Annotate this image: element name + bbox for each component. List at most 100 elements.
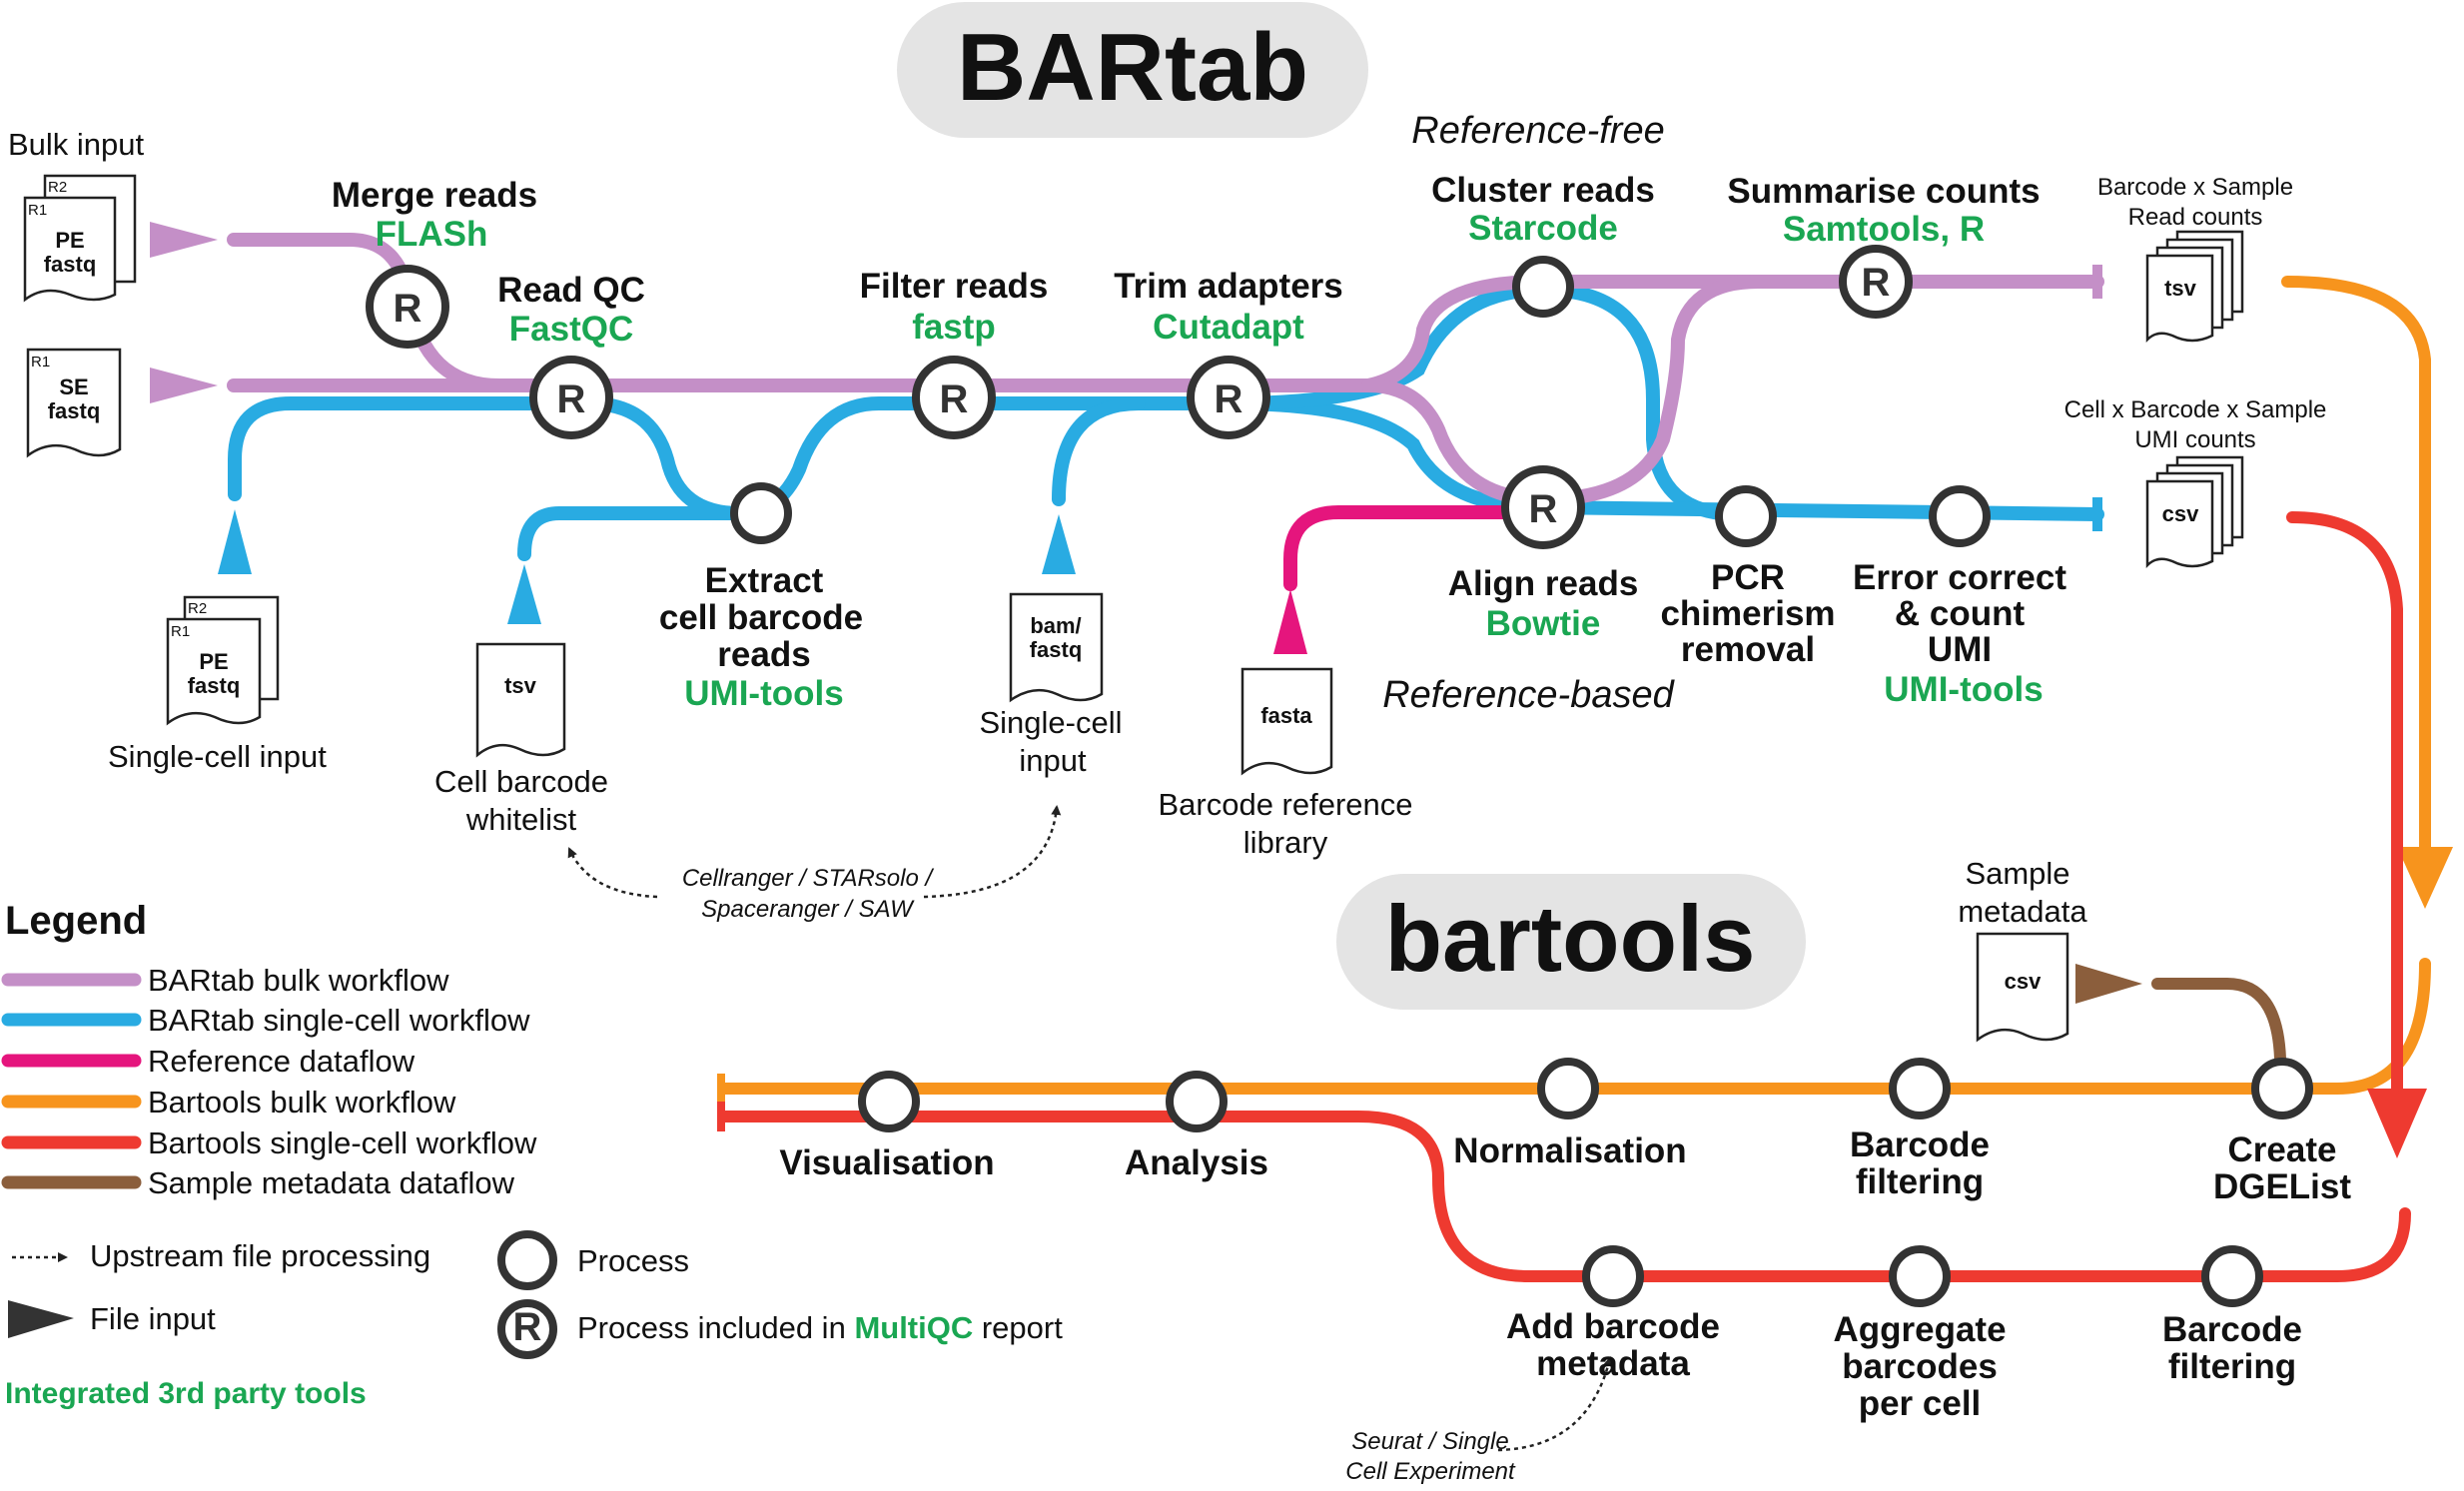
aggregate-node[interactable] xyxy=(1889,1245,1951,1307)
error-correct-label-2: & count xyxy=(1895,594,2026,633)
upstream-note-2: Spaceranger / SAW xyxy=(701,896,915,923)
create-dgelist-label-1: Create xyxy=(2228,1130,2337,1169)
fasta-doc: fasta xyxy=(1240,667,1333,776)
bartools-sc-line xyxy=(718,1111,1604,1282)
bam-label-1: Single-cell xyxy=(979,705,1122,740)
visualisation-node[interactable] xyxy=(858,1071,920,1132)
add-metadata-label-1: Add barcode xyxy=(1506,1307,1720,1346)
aggregate-label-3: per cell xyxy=(1859,1384,1982,1423)
visualisation-label: Visualisation xyxy=(779,1143,994,1182)
aggregate-label-2: barcodes xyxy=(1842,1347,1998,1386)
error-correct-node[interactable] xyxy=(1929,485,1991,547)
normalisation-node[interactable] xyxy=(1537,1058,1599,1119)
legend-item-2: Reference dataflow xyxy=(148,1044,415,1079)
bulk-line-to-cluster xyxy=(1361,275,2104,392)
barcode-filtering-node[interactable] xyxy=(1889,1058,1951,1119)
sc-line-output xyxy=(1536,500,2104,521)
svg-text:PE: PE xyxy=(199,649,228,674)
pcr-label-1: PCR xyxy=(1711,558,1785,597)
add-metadata-node[interactable] xyxy=(1582,1245,1644,1307)
merge-reads-tool: FLASh xyxy=(376,215,488,254)
svg-text:SE: SE xyxy=(59,374,88,399)
svg-text:R1: R1 xyxy=(28,202,47,219)
svg-text:R1: R1 xyxy=(171,623,190,640)
legend-swatches xyxy=(1,973,142,1189)
umi-label-1: Cell x Barcode x Sample xyxy=(2064,396,2327,423)
extract-label-3: reads xyxy=(717,635,810,674)
counts-label-2: Read counts xyxy=(2128,204,2263,231)
bulk-input-label: Bulk input xyxy=(8,127,145,162)
trim-adapters-node[interactable]: R xyxy=(1187,356,1270,439)
svg-text:fasta: fasta xyxy=(1260,703,1312,728)
summarise-counts-label: Summarise counts xyxy=(1727,172,2040,211)
legend-item-4: Bartools single-cell workflow xyxy=(148,1125,537,1160)
upstream-arrow-right xyxy=(923,805,1062,899)
merge-reads-label: Merge reads xyxy=(332,176,537,215)
barcode-filtering-label-1: Barcode xyxy=(1850,1125,1990,1164)
bartools-title-pill xyxy=(1336,874,1806,1010)
bartools-sc-arrowhead xyxy=(2367,1089,2427,1158)
pe-sc-fastq-doc: R2 R1 PE fastq xyxy=(166,595,280,726)
filter-reads-node[interactable]: R xyxy=(912,356,996,439)
cluster-reads-tool: Starcode xyxy=(1468,209,1618,248)
read-qc-node[interactable]: R xyxy=(529,356,613,439)
cluster-reads-node[interactable] xyxy=(1512,256,1574,318)
analysis-node[interactable] xyxy=(1166,1071,1228,1132)
fasta-label-2: library xyxy=(1243,825,1328,860)
sc-input-label: Single-cell input xyxy=(108,739,327,774)
summarise-counts-node[interactable]: R xyxy=(1839,245,1913,319)
svg-text:R: R xyxy=(1529,487,1558,531)
extract-label-2: cell barcode xyxy=(659,598,863,637)
barcode-filtering-label-2: filtering xyxy=(1856,1162,1984,1201)
svg-text:R: R xyxy=(1215,377,1243,421)
bartab-title: BARtab xyxy=(957,14,1308,121)
se-bulk-input-arrowhead xyxy=(150,368,218,403)
legend-item-1: BARtab single-cell workflow xyxy=(148,1003,530,1038)
sc-barcode-filtering-node[interactable] xyxy=(2201,1245,2263,1307)
extract-label-1: Extract xyxy=(705,561,824,600)
pcr-chimerism-node[interactable] xyxy=(1715,485,1777,547)
error-correct-tool: UMI-tools xyxy=(1884,670,2043,709)
merge-reads-node[interactable]: R xyxy=(366,265,449,349)
svg-text:fastq: fastq xyxy=(44,252,97,277)
create-dgelist-node[interactable] xyxy=(2251,1058,2313,1119)
legend-item-3: Bartools bulk workflow xyxy=(148,1085,456,1119)
svg-text:fastq: fastq xyxy=(48,398,101,423)
svg-text:R1: R1 xyxy=(31,354,50,371)
svg-text:R: R xyxy=(513,1305,542,1349)
extract-barcode-node[interactable] xyxy=(730,482,792,544)
sc-input-arrowhead xyxy=(218,509,252,574)
svg-text:R2: R2 xyxy=(188,600,207,617)
pe-bulk-input-arrowhead xyxy=(150,222,218,258)
bartools-bulk-return-curve xyxy=(2281,958,2431,1095)
sample-metadata-csv-doc: csv xyxy=(1976,932,2069,1043)
bartools-sc-output-curve xyxy=(2286,511,2403,1095)
add-metadata-label-2: metadata xyxy=(1536,1344,1690,1383)
whitelist-label-1: Cell barcode xyxy=(434,764,608,799)
svg-text:R2: R2 xyxy=(48,179,67,196)
se-bulk-fastq-doc: R1 SE fastq xyxy=(26,348,122,458)
reference-based-label: Reference-based xyxy=(1382,674,1675,716)
whitelist-tsv-doc: tsv xyxy=(475,642,566,758)
create-dgelist-label-2: DGEList xyxy=(2213,1167,2351,1206)
bam-input-arrowhead xyxy=(1042,514,1076,574)
read-qc-tool: FastQC xyxy=(509,310,633,349)
bartools-title: bartools xyxy=(1385,886,1756,991)
legend-upstream-label: Upstream file processing xyxy=(90,1238,430,1273)
bam-fastq-doc: bam/ fastq xyxy=(1009,592,1104,703)
svg-text:csv: csv xyxy=(2005,969,2042,994)
upstream-note-1: Cellranger / STARsolo / xyxy=(682,865,935,892)
align-reads-node[interactable]: R xyxy=(1501,465,1585,549)
reference-line xyxy=(1283,505,1550,591)
sample-metadata-label-2: metadata xyxy=(1958,894,2087,929)
read-qc-label: Read QC xyxy=(497,271,645,310)
error-correct-label-1: Error correct xyxy=(1853,558,2066,597)
legend-file-input-label: File input xyxy=(90,1301,216,1336)
align-reads-tool: Bowtie xyxy=(1486,604,1601,643)
sc-line-bam-branch xyxy=(1052,396,1146,506)
legend-integrated-tools: Integrated 3rd party tools xyxy=(5,1377,367,1410)
sc-line-input xyxy=(228,396,1235,521)
sc-barcode-filtering-label-1: Barcode xyxy=(2162,1310,2302,1349)
svg-text:tsv: tsv xyxy=(504,673,537,698)
